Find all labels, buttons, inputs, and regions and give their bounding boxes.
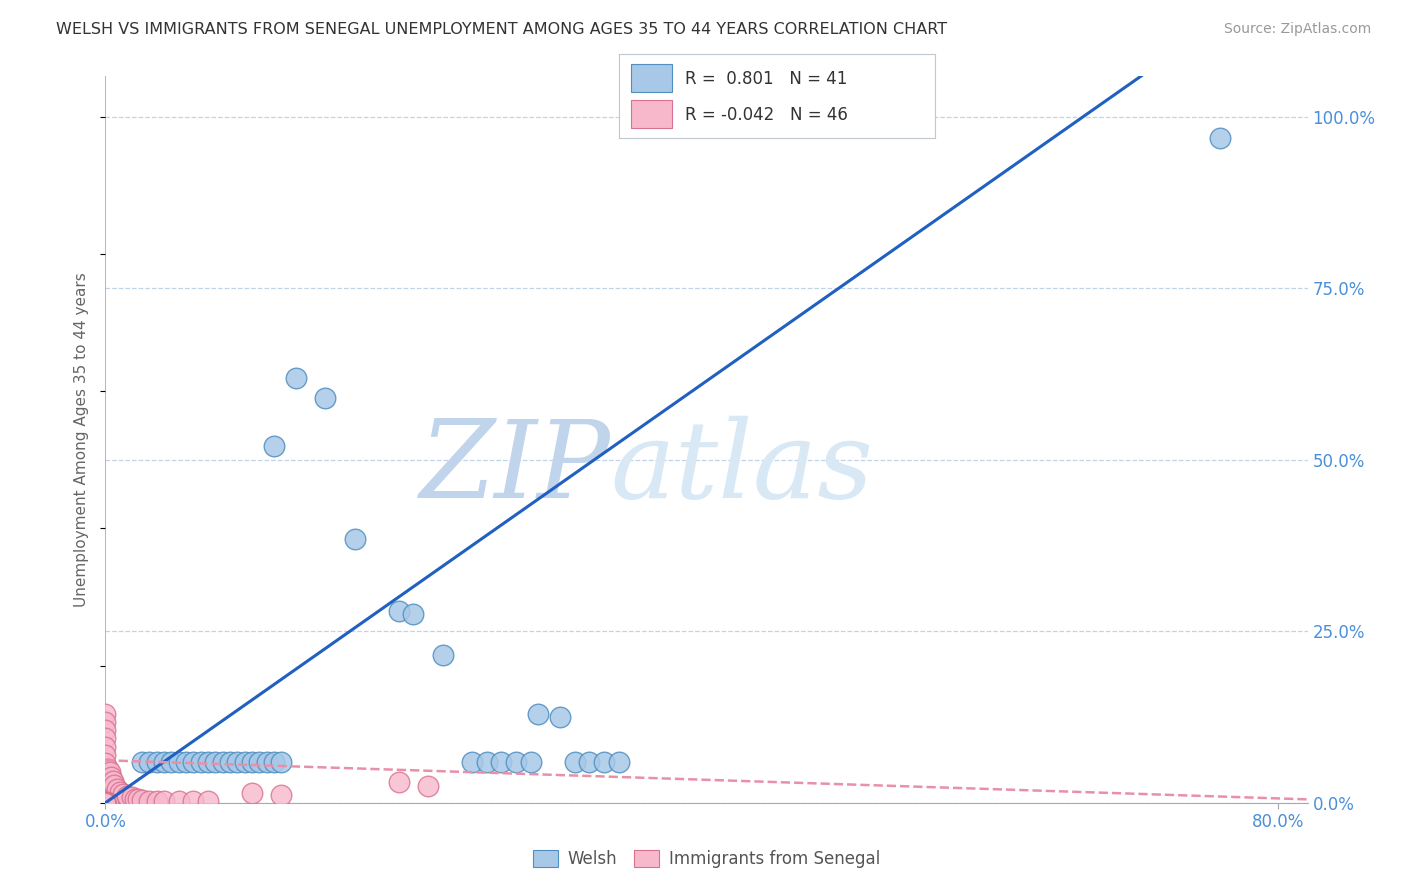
Point (564, 755, 586, 769)
Point (94, 796, 117, 810)
Point (98, 764, 121, 779)
Point (100, 770, 122, 784)
Point (1208, 130, 1230, 145)
Point (94, 756, 117, 770)
Point (388, 775, 411, 789)
Point (388, 604, 411, 618)
Text: atlas: atlas (610, 416, 873, 521)
Point (131, 755, 153, 769)
Point (402, 607, 425, 622)
Point (644, 106, 666, 120)
Point (314, 391, 336, 405)
Point (96, 796, 118, 810)
Point (651, 103, 673, 117)
Point (270, 755, 292, 769)
Text: R = -0.042   N = 46: R = -0.042 N = 46 (685, 105, 848, 123)
Point (197, 755, 219, 769)
Point (256, 755, 278, 769)
Point (263, 439, 285, 453)
Point (94, 739, 117, 754)
Point (94, 723, 117, 737)
Point (127, 792, 149, 806)
Point (505, 755, 527, 769)
Point (94, 706, 117, 721)
Point (183, 755, 205, 769)
Point (105, 782, 128, 797)
Legend: Welsh, Immigrants from Senegal: Welsh, Immigrants from Senegal (526, 843, 887, 874)
FancyBboxPatch shape (631, 63, 672, 92)
Point (233, 755, 256, 769)
Point (263, 755, 285, 769)
Y-axis label: Unemployment Among Ages 35 to 44 years: Unemployment Among Ages 35 to 44 years (75, 272, 90, 607)
Point (94, 714, 117, 729)
Point (160, 755, 183, 769)
Point (578, 755, 600, 769)
Point (607, 755, 630, 769)
Point (94, 793, 117, 807)
Point (94, 796, 117, 810)
Point (94, 796, 117, 810)
Point (124, 791, 146, 805)
Point (153, 794, 176, 808)
Point (103, 778, 125, 792)
Text: WELSH VS IMMIGRANTS FROM SENEGAL UNEMPLOYMENT AMONG AGES 35 TO 44 YEARS CORRELAT: WELSH VS IMMIGRANTS FROM SENEGAL UNEMPLO… (56, 22, 948, 37)
Point (491, 755, 513, 769)
Text: ZIP: ZIP (419, 416, 610, 521)
Point (94, 796, 117, 810)
Point (94, 731, 117, 746)
Point (121, 790, 143, 805)
Point (593, 755, 616, 769)
Point (138, 794, 160, 808)
Point (94, 780, 117, 795)
Point (167, 794, 190, 808)
Point (94, 796, 117, 810)
Text: Source: ZipAtlas.com: Source: ZipAtlas.com (1223, 22, 1371, 37)
Point (96, 795, 118, 809)
Point (97, 762, 120, 776)
Point (285, 370, 308, 384)
Point (219, 755, 242, 769)
Point (167, 755, 190, 769)
Point (97, 796, 120, 810)
Point (94, 764, 117, 779)
Point (94, 796, 117, 810)
Text: R =  0.801   N = 41: R = 0.801 N = 41 (685, 70, 848, 88)
Point (145, 794, 167, 808)
Point (226, 755, 249, 769)
Point (343, 532, 366, 546)
Point (190, 755, 212, 769)
Point (247, 755, 270, 769)
Point (204, 755, 226, 769)
Point (153, 755, 176, 769)
Point (183, 794, 205, 808)
Point (138, 755, 160, 769)
Point (94, 795, 117, 809)
Point (108, 785, 131, 799)
Point (211, 755, 233, 769)
Point (112, 787, 135, 801)
Point (519, 755, 541, 769)
Point (94, 747, 117, 762)
Point (416, 779, 439, 793)
Point (197, 794, 219, 808)
Point (240, 785, 263, 799)
Point (145, 755, 167, 769)
Point (131, 793, 153, 807)
Point (270, 788, 292, 802)
Point (475, 755, 498, 769)
Point (527, 706, 550, 721)
Point (94, 789, 117, 803)
Point (94, 772, 117, 787)
Point (94, 796, 117, 810)
Point (432, 648, 454, 663)
Point (101, 773, 124, 788)
Point (117, 789, 139, 803)
Point (240, 755, 263, 769)
Point (174, 755, 197, 769)
Point (461, 755, 484, 769)
FancyBboxPatch shape (631, 100, 672, 128)
Point (548, 710, 571, 724)
